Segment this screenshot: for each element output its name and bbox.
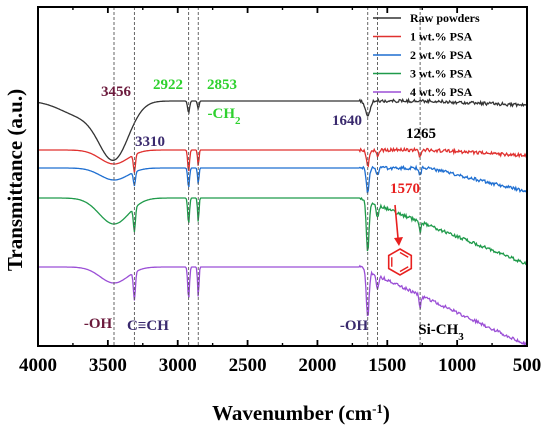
- annotation-text: C≡CH: [127, 318, 169, 334]
- x-tick-label: 1000: [438, 355, 476, 376]
- x-tick-label: 2500: [229, 355, 267, 376]
- annotation-label: -CH2: [208, 106, 242, 127]
- benzene-double-bond: [399, 266, 409, 273]
- annotation-text: -OH: [84, 316, 113, 332]
- x-tick-label: 3000: [159, 355, 197, 376]
- x-tick-label: 4000: [19, 355, 57, 376]
- series-line-3: [38, 164, 528, 194]
- series-line-5: [38, 264, 528, 347]
- annotation-label: Si-CH3: [418, 322, 464, 343]
- x-tick-label: 1500: [368, 355, 406, 376]
- annotation-label: 2853: [207, 77, 237, 93]
- legend-label: 2 wt.% PSA: [410, 48, 473, 62]
- series-group: [37, 97, 528, 347]
- x-tick-label: 3500: [89, 355, 127, 376]
- annotation-label: 3310: [135, 134, 165, 150]
- annotation-subscript: 2: [235, 115, 241, 127]
- annotation-text: Si-CH: [418, 322, 458, 338]
- benzene-double-bond: [399, 251, 409, 258]
- axes: 4000 3500 3000 2500 2000 1500 1000 500: [19, 6, 542, 376]
- annotation-text: -OH: [340, 318, 369, 334]
- annotation-text: 1640: [332, 113, 362, 129]
- annotation-text: 1265: [406, 126, 436, 142]
- annotation-text: 2853: [207, 77, 237, 93]
- series-line-2: [38, 146, 528, 173]
- annotation-label: 3456: [101, 84, 132, 100]
- y-axis-label: Transmittance (a.u.): [3, 89, 27, 271]
- x-tick-label: 500: [513, 355, 542, 376]
- legend-label: 1 wt.% PSA: [410, 30, 473, 44]
- annotation-label: -OH: [340, 318, 369, 334]
- series-line-4: [38, 196, 527, 266]
- annotation-text: 3310: [135, 134, 165, 150]
- x-axis-label: Wavenumber (cm-1): [212, 401, 390, 426]
- annotation-label: 1265: [406, 126, 436, 142]
- annotation-text: 1570: [390, 181, 420, 197]
- annotation-label: 2922: [153, 77, 183, 93]
- legend-label: 3 wt.% PSA: [410, 67, 473, 81]
- annotation-label: C≡CH: [127, 318, 169, 334]
- annotation-subscript: 3: [458, 331, 464, 343]
- series-line-1: [37, 97, 528, 161]
- annotation-text: 2922: [153, 77, 183, 93]
- x-tick-label: 2000: [298, 355, 336, 376]
- arrow-head: [394, 237, 403, 246]
- reference-lines: [113, 7, 421, 346]
- annotation-label: -OH: [84, 316, 113, 332]
- annotation-label: 1640: [332, 113, 362, 129]
- legend-label: 4 wt.% PSA: [410, 85, 473, 99]
- legend-label: Raw powders: [410, 11, 480, 25]
- benzene-ring-icon: [387, 248, 413, 276]
- annotation-text: -CH: [208, 106, 236, 122]
- legend: Raw powders 1 wt.% PSA 2 wt.% PSA 3 wt.% PS…: [373, 11, 480, 99]
- annotation-label: 1570: [390, 181, 420, 197]
- annotation-text: 3456: [101, 84, 132, 100]
- arrow-line: [394, 204, 399, 239]
